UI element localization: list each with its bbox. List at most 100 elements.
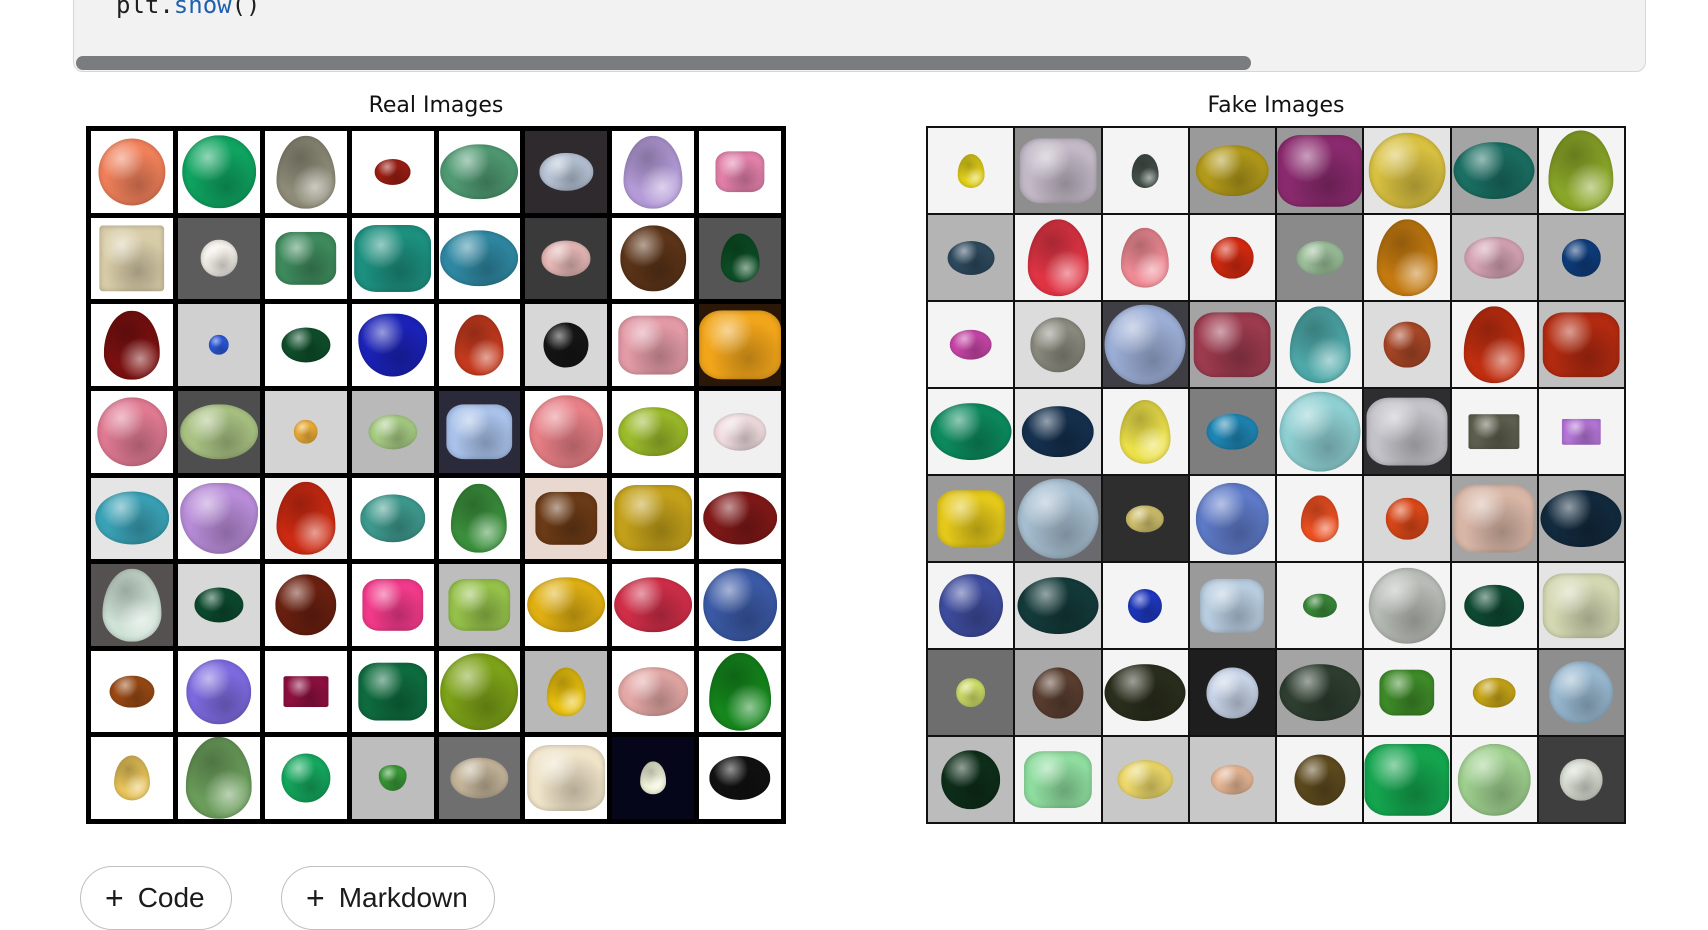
real-image-thumbnail [91,304,173,386]
gemstone-image [1131,153,1159,188]
fake-images-title: Fake Images [1207,93,1345,118]
fake-image-thumbnail [1451,215,1537,300]
gemstone-image [1279,391,1361,472]
gemstone-image [618,315,688,375]
gemstone-image [955,677,986,708]
real-image-thumbnail [177,737,260,819]
gemstone-image [708,652,772,731]
fake-image-thumbnail [1451,650,1537,735]
add-markdown-cell-button[interactable]: + Markdown [281,866,495,930]
fake-image-thumbnail [1538,302,1624,387]
fake-image-thumbnail [1189,737,1275,822]
gemstone-image [1543,311,1620,378]
fake-image-thumbnail [1015,302,1101,387]
gemstone-image [448,578,511,632]
gemstone-image [1196,482,1269,555]
code-object: plt. [116,0,174,19]
gemstone-image [274,574,337,636]
gemstone-image [1549,660,1614,725]
gemstone-image [527,577,606,633]
gemstone-image [293,419,318,444]
gemstone-image [97,397,167,467]
fake-image-thumbnail [1189,476,1275,561]
real-image-thumbnail [612,737,695,819]
real-image-thumbnail [525,564,608,646]
gemstone-image [276,481,336,556]
fake-image-thumbnail [1364,563,1450,648]
gemstone-image [208,334,230,356]
real-image-thumbnail [264,131,347,213]
gemstone-image [274,232,337,285]
gemstone-image [1562,418,1601,445]
fake-image-thumbnail [1102,563,1188,648]
gemstone-image [940,749,1001,810]
real-image-thumbnail [264,217,347,300]
gemstone-image [440,144,519,200]
gemstone-image [281,327,331,363]
real-image-thumbnail [612,390,695,473]
fake-image-thumbnail [1015,389,1101,474]
gemstone-image [715,151,765,193]
gemstone-image [1032,667,1084,718]
fake-image-thumbnail [1538,389,1624,474]
real-image-thumbnail [525,217,608,300]
real-image-thumbnail [525,131,608,213]
real-image-thumbnail [264,477,347,560]
horizontal-scrollbar[interactable] [74,53,1645,71]
gemstone-image [1288,306,1351,383]
fake-image-thumbnail [1364,650,1450,735]
fake-image-thumbnail [1538,650,1624,735]
real-image-thumbnail [699,477,781,560]
fake-image-thumbnail [1102,476,1188,561]
real-image-thumbnail [264,390,347,473]
real-image-thumbnail [699,304,781,386]
gemstone-image [186,737,252,819]
real-images-figure: Real Images [86,93,786,825]
fake-image-thumbnail [1451,389,1537,474]
gemstone-image [1104,663,1186,722]
real-image-thumbnail [177,304,260,386]
gemstone-image [181,135,256,209]
gemstone-image [1472,677,1516,708]
real-image-thumbnail [438,131,521,213]
gemstone-image [1194,311,1271,378]
fake-image-thumbnail [1015,650,1101,735]
gemstone-image [95,491,169,545]
real-image-thumbnail [264,737,347,819]
gemstone-image [1383,321,1431,368]
fake-images-figure: Fake Images [926,93,1626,825]
gemstone-image [1117,759,1173,800]
fake-image-thumbnail [1102,737,1188,822]
real-image-thumbnail [612,217,695,300]
real-image-thumbnail [177,650,260,733]
fake-image-thumbnail [1102,650,1188,735]
real-image-thumbnail [351,131,434,213]
fake-image-thumbnail [1451,737,1537,822]
gemstone-image [1463,306,1525,383]
fake-image-thumbnail [1277,737,1363,822]
real-image-thumbnail [351,650,434,733]
gemstone-image [1540,489,1622,548]
gemstone-image [1364,743,1450,816]
gemstone-image [1196,144,1269,197]
code-cell[interactable]: plt.show() [73,0,1646,72]
fake-image-thumbnail [1102,302,1188,387]
gemstone-image [1548,130,1614,211]
real-image-thumbnail [351,217,434,300]
gemstone-image [1279,663,1361,722]
add-code-cell-button[interactable]: + Code [80,866,232,930]
gemstone-image [450,757,509,799]
fake-image-thumbnail [1451,476,1537,561]
horizontal-scrollbar-thumb[interactable] [76,56,1251,70]
real-image-thumbnail [699,217,781,300]
gemstone-image [1464,584,1524,627]
fake-image-thumbnail [1451,128,1537,213]
gemstone-image [281,753,331,803]
gemstone-image [1300,495,1339,542]
fake-image-thumbnail [1277,389,1363,474]
gemstone-image [1457,743,1531,816]
plus-icon: + [105,880,124,916]
fake-image-thumbnail [1189,128,1275,213]
gemstone-image [1368,132,1446,209]
fake-images-grid [926,126,1626,824]
